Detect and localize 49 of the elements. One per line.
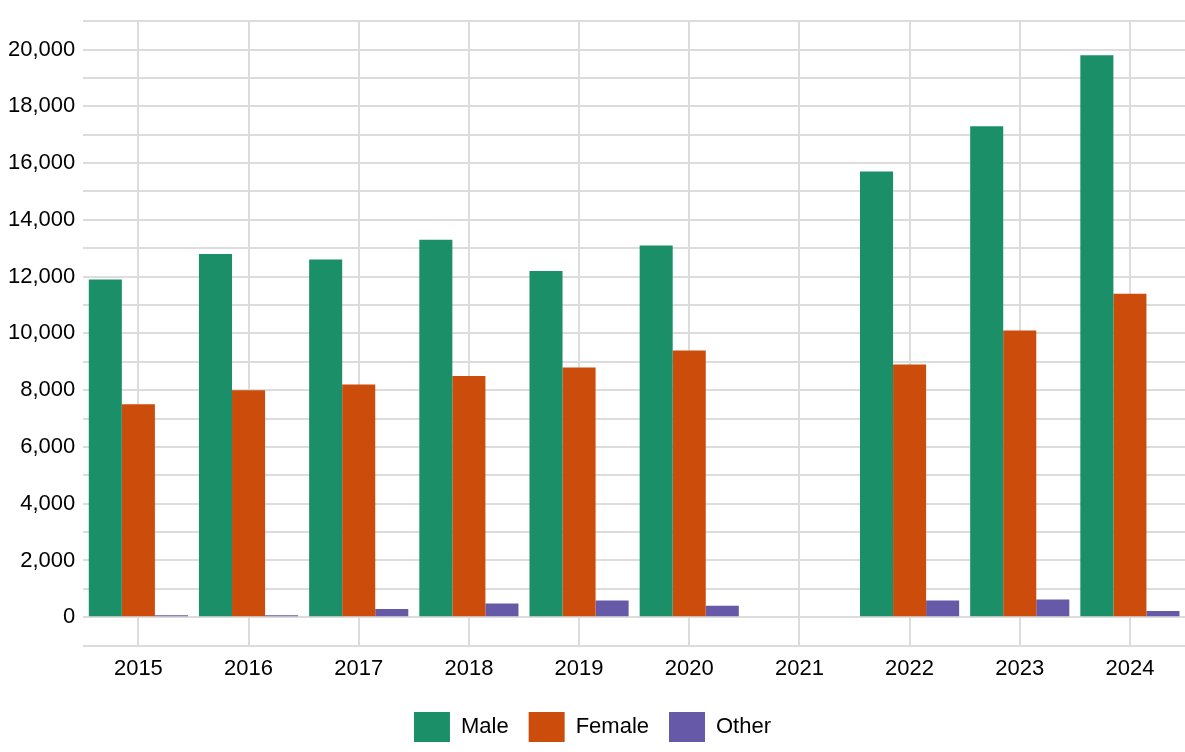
bar [860,171,894,617]
bar [1113,293,1147,617]
bar [1036,599,1070,617]
bar [595,600,629,617]
x-tick-label: 2021 [774,654,824,680]
bar [452,375,486,617]
y-tick-label: 20,000 [7,35,76,61]
legend-label: Other [716,713,772,739]
bar [88,279,122,617]
bar [1003,330,1037,617]
x-tick-label: 2017 [334,654,384,680]
bar [639,245,673,617]
bar [375,608,409,617]
y-tick-label: 0 [63,603,76,629]
y-tick-label: 16,000 [7,149,76,175]
bar [232,390,266,617]
y-tick-label: 4,000 [20,489,76,515]
bar [970,126,1004,617]
bar [893,364,927,617]
x-tick-label: 2022 [885,654,935,680]
legend-label: Female [575,713,650,739]
bar [198,253,233,617]
x-tick-label: 2019 [554,654,604,680]
bar [1146,610,1180,617]
bar [529,270,563,617]
y-tick-label: 2,000 [20,546,76,572]
bar [562,367,596,617]
bar [121,404,155,617]
x-tick-label: 2016 [224,654,274,680]
x-tick-label: 2015 [113,654,163,680]
x-tick-label: 2023 [995,654,1045,680]
x-tick-label: 2018 [444,654,494,680]
y-tick-label: 8,000 [20,376,76,402]
legend-label: Male [460,713,509,739]
bar [926,600,960,617]
y-tick-label: 6,000 [20,432,76,458]
bar [485,603,519,617]
bar [309,259,343,617]
y-tick-label: 14,000 [7,205,76,231]
bar [672,350,706,617]
bar [342,384,376,617]
x-tick-label: 2024 [1105,654,1155,680]
x-tick-label: 2020 [664,654,714,680]
y-tick-label: 18,000 [7,92,76,118]
bar [1080,55,1114,617]
bar [419,239,453,617]
y-tick-label: 10,000 [7,319,76,345]
y-tick-label: 12,000 [7,262,76,288]
bar [705,605,739,617]
